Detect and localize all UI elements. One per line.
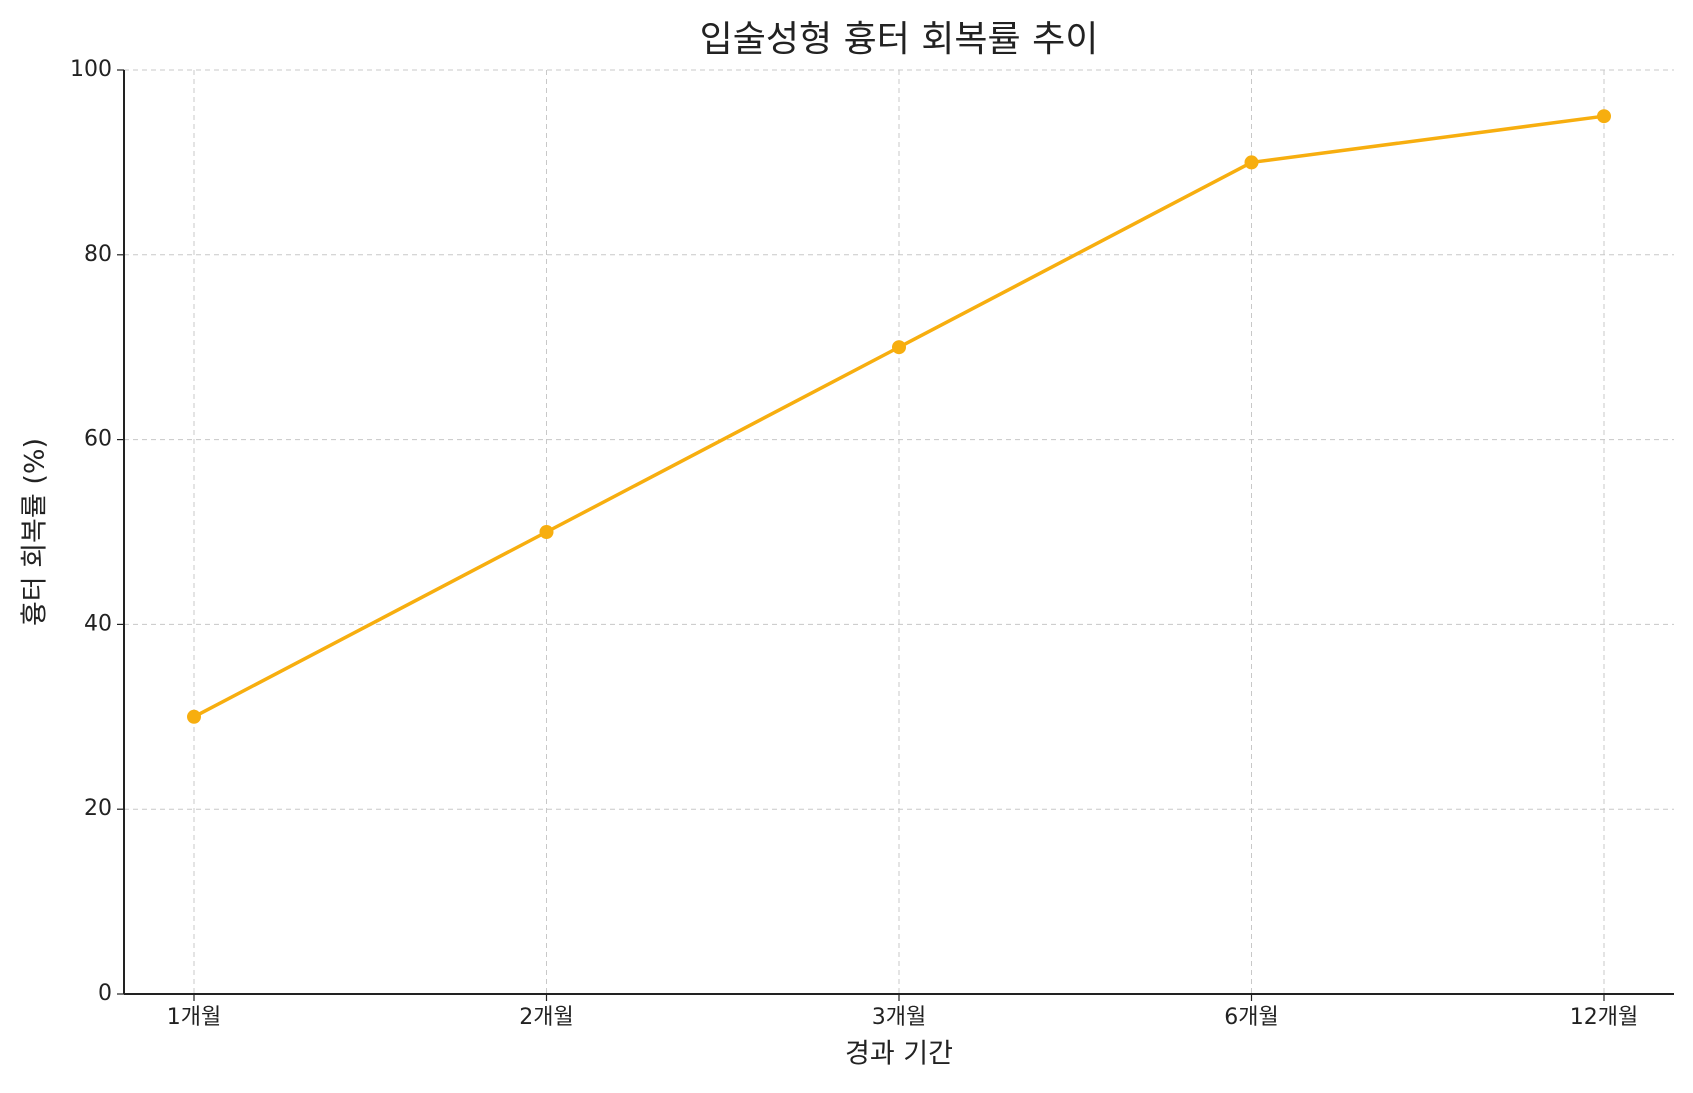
x-tick-label: 1개월 bbox=[167, 1005, 221, 1030]
point bbox=[187, 709, 201, 724]
y-tick-label: 80 bbox=[84, 242, 112, 267]
point bbox=[1597, 109, 1611, 124]
y-tick-label: 100 bbox=[70, 57, 112, 82]
x-tick-label: 12개월 bbox=[1570, 1005, 1638, 1030]
chart-title: 입술성형 흉터 회복률 추이 bbox=[700, 19, 1099, 60]
x-tick-label: 6개월 bbox=[1224, 1005, 1278, 1030]
point bbox=[539, 525, 554, 539]
y-tick-label: 40 bbox=[84, 611, 112, 636]
x-tick-label: 2개월 bbox=[519, 1005, 573, 1030]
y-tick-label: 60 bbox=[84, 427, 112, 452]
y-tick-label: 0 bbox=[98, 981, 112, 1006]
y-tick-label: 20 bbox=[84, 796, 112, 821]
x-tick-label: 3개월 bbox=[872, 1005, 926, 1030]
y-axis-label: 흉터 회복률 (%) bbox=[20, 438, 51, 626]
point bbox=[1244, 155, 1259, 170]
point bbox=[892, 340, 906, 355]
x-axis-label: 경과 기간 bbox=[845, 1039, 953, 1070]
